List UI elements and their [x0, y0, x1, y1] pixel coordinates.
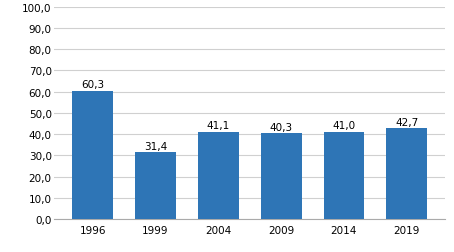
- Text: 31,4: 31,4: [144, 141, 167, 151]
- Text: 60,3: 60,3: [81, 80, 104, 90]
- Bar: [72, 91, 113, 219]
- Bar: [198, 132, 239, 219]
- Text: 42,7: 42,7: [395, 117, 419, 127]
- Bar: [135, 153, 176, 219]
- Text: 40,3: 40,3: [270, 122, 293, 133]
- Text: 41,1: 41,1: [207, 121, 230, 131]
- Bar: [261, 134, 301, 219]
- Text: 41,0: 41,0: [332, 121, 355, 131]
- Bar: [324, 133, 365, 219]
- Bar: [386, 129, 427, 219]
